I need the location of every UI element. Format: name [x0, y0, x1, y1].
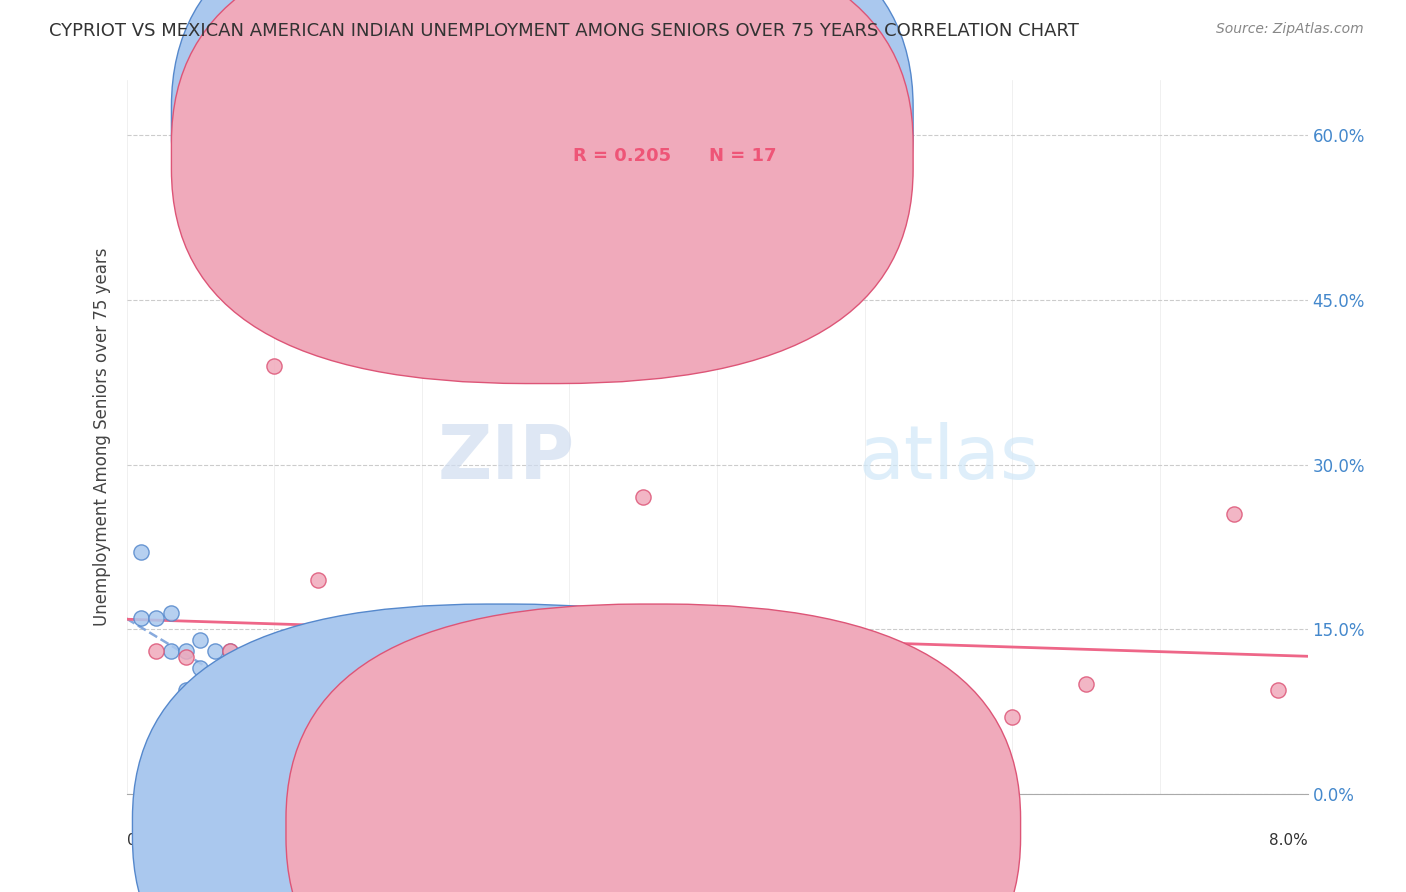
Text: CYPRIOT VS MEXICAN AMERICAN INDIAN UNEMPLOYMENT AMONG SENIORS OVER 75 YEARS CORR: CYPRIOT VS MEXICAN AMERICAN INDIAN UNEMP… — [49, 22, 1078, 40]
Point — [219, 644, 242, 658]
FancyBboxPatch shape — [172, 0, 912, 348]
Point — [307, 573, 329, 587]
Point — [779, 705, 801, 719]
Text: Mexican American Indians: Mexican American Indians — [673, 821, 875, 836]
Point — [484, 633, 508, 648]
Point — [278, 726, 301, 740]
Text: N = 27: N = 27 — [709, 112, 776, 129]
Text: R = 0.205: R = 0.205 — [574, 147, 671, 165]
Point — [204, 677, 226, 691]
Point — [1223, 507, 1246, 521]
Point — [263, 359, 285, 373]
Point — [352, 738, 374, 752]
Text: 0.0%: 0.0% — [127, 833, 166, 848]
Text: N = 17: N = 17 — [709, 147, 776, 165]
Point — [204, 644, 226, 658]
Point — [160, 644, 183, 658]
Text: ZIP: ZIP — [439, 422, 575, 495]
Point — [174, 682, 197, 697]
Y-axis label: Unemployment Among Seniors over 75 years: Unemployment Among Seniors over 75 years — [93, 248, 111, 626]
Point — [160, 606, 183, 620]
Point — [188, 660, 212, 674]
Point — [381, 743, 404, 757]
Point — [233, 693, 256, 707]
Point — [129, 611, 153, 625]
Point — [219, 672, 242, 686]
FancyBboxPatch shape — [132, 604, 868, 892]
FancyBboxPatch shape — [285, 604, 1021, 892]
Point — [558, 677, 581, 691]
Point — [188, 633, 212, 648]
Point — [263, 726, 285, 740]
Point — [1001, 710, 1024, 724]
Point — [1267, 682, 1289, 697]
Point — [307, 731, 329, 746]
Point — [322, 731, 344, 746]
Point — [188, 688, 212, 702]
Text: R = 0.309: R = 0.309 — [574, 112, 671, 129]
Text: atlas: atlas — [859, 422, 1040, 495]
Point — [174, 644, 197, 658]
Point — [233, 655, 256, 669]
Point — [853, 688, 876, 702]
Text: 8.0%: 8.0% — [1268, 833, 1308, 848]
Point — [233, 682, 256, 697]
Point — [219, 705, 242, 719]
Point — [633, 491, 655, 505]
Point — [249, 666, 271, 681]
Point — [145, 611, 167, 625]
Point — [204, 710, 226, 724]
FancyBboxPatch shape — [510, 95, 830, 184]
FancyBboxPatch shape — [172, 0, 912, 384]
Point — [188, 693, 212, 707]
Point — [129, 545, 153, 559]
Point — [249, 721, 271, 735]
Point — [1076, 677, 1098, 691]
Point — [174, 710, 197, 724]
Point — [174, 649, 197, 664]
Point — [411, 644, 433, 658]
Point — [219, 644, 242, 658]
Text: Source: ZipAtlas.com: Source: ZipAtlas.com — [1216, 22, 1364, 37]
Text: Cypriots: Cypriots — [520, 821, 583, 836]
Point — [145, 644, 167, 658]
